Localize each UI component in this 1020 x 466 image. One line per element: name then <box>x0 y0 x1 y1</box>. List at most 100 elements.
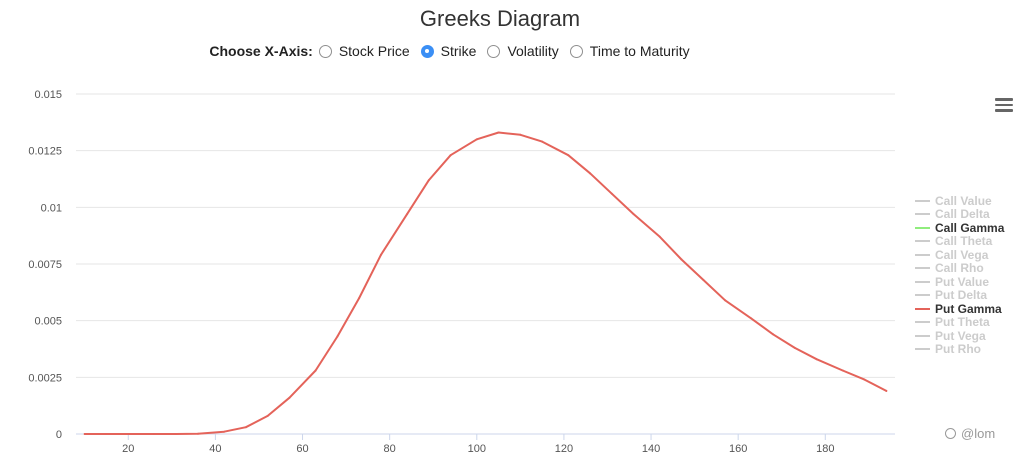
legend-label-call-delta: Call Delta <box>935 207 990 222</box>
data-point-put-gamma[interactable] <box>863 378 866 381</box>
data-point-put-gamma[interactable] <box>127 433 130 435</box>
legend-item-call-delta[interactable]: Call Delta <box>915 207 1004 222</box>
data-point-put-gamma[interactable] <box>772 333 775 336</box>
legend-label-put-rho: Put Rho <box>935 342 981 357</box>
radio-option-time-to-maturity[interactable]: Time to Maturity <box>569 43 690 59</box>
data-point-put-gamma[interactable] <box>841 369 844 372</box>
y-tick-label: 0.01 <box>41 202 62 214</box>
legend-label-put-theta: Put Theta <box>935 315 990 330</box>
data-point-put-gamma[interactable] <box>153 433 156 435</box>
legend-item-call-value[interactable]: Call Value <box>915 194 1004 208</box>
radio-button-strike[interactable] <box>420 44 434 58</box>
legend-item-put-delta[interactable]: Put Delta <box>915 288 1004 303</box>
legend-swatch-call-delta <box>915 213 930 216</box>
legend-swatch-call-rho <box>915 267 930 270</box>
data-point-put-gamma[interactable] <box>475 138 478 141</box>
y-tick-label: 0.0075 <box>28 259 62 271</box>
radio-button-time-to-maturity[interactable] <box>569 44 583 58</box>
x-tick-label: 180 <box>816 443 834 455</box>
watermark-text: @lom <box>961 426 996 441</box>
series-line-put-gamma[interactable] <box>83 131 888 435</box>
legend-label-put-value: Put Value <box>935 274 990 289</box>
data-point-put-gamma[interactable] <box>519 133 522 136</box>
x-axis-chooser-label: Choose X-Axis: <box>209 43 313 59</box>
data-point-put-gamma[interactable] <box>223 430 226 433</box>
legend-item-call-vega[interactable]: Call Vega <box>915 248 1004 262</box>
data-point-put-gamma[interactable] <box>793 346 796 349</box>
data-point-put-gamma[interactable] <box>336 335 339 338</box>
legend-item-put-gamma[interactable]: Put Gamma <box>915 302 1004 316</box>
data-point-put-gamma[interactable] <box>541 140 544 143</box>
legend-item-put-theta[interactable]: Put Theta <box>915 315 1004 330</box>
legend-swatch-call-theta <box>915 240 930 243</box>
legend-label-call-value: Call Value <box>935 193 992 208</box>
chart-legend: Call Value Call Delta Call Gamma Call Theta… <box>915 194 1004 356</box>
grid-lines <box>76 93 895 435</box>
legend-label-call-rho: Call Rho <box>935 261 984 276</box>
data-point-put-gamma[interactable] <box>83 433 86 435</box>
series-lines <box>83 131 888 435</box>
x-tick-label: 140 <box>642 443 660 455</box>
data-point-put-gamma[interactable] <box>358 297 361 299</box>
radio-label-volatility: Volatility <box>507 43 559 59</box>
legend-item-put-rho[interactable]: Put Rho <box>915 342 1004 357</box>
data-point-put-gamma[interactable] <box>589 172 592 175</box>
data-point-put-gamma[interactable] <box>610 192 613 195</box>
data-point-put-gamma[interactable] <box>724 299 727 302</box>
legend-swatch-put-value <box>915 280 930 283</box>
data-point-put-gamma[interactable] <box>885 389 888 392</box>
data-point-put-gamma[interactable] <box>406 213 409 216</box>
radio-button-volatility[interactable] <box>487 44 501 58</box>
legend-swatch-put-gamma <box>915 307 930 310</box>
legend-item-call-rho[interactable]: Call Rho <box>915 261 1004 276</box>
data-point-put-gamma[interactable] <box>815 358 818 361</box>
data-point-put-gamma[interactable] <box>632 213 635 216</box>
data-point-put-gamma[interactable] <box>497 131 500 134</box>
legend-item-call-theta[interactable]: Call Theta <box>915 234 1004 249</box>
data-point-put-gamma[interactable] <box>244 426 247 429</box>
data-point-put-gamma[interactable] <box>750 317 753 320</box>
legend-label-put-delta: Put Delta <box>935 288 988 303</box>
data-point-put-gamma[interactable] <box>658 235 661 238</box>
y-tick-label: 0.015 <box>34 89 62 101</box>
data-point-put-gamma[interactable] <box>449 154 452 157</box>
data-point-put-gamma[interactable] <box>702 278 705 281</box>
legend-swatch-call-vega <box>915 253 930 256</box>
legend-swatch-put-delta <box>915 294 930 297</box>
legend-item-call-gamma[interactable]: Call Gamma <box>915 221 1004 235</box>
data-point-put-gamma[interactable] <box>567 154 570 157</box>
radio-label-stock-price: Stock Price <box>338 43 410 59</box>
y-tick-label: 0.0025 <box>28 372 62 384</box>
y-tick-label: 0 <box>56 429 62 441</box>
watermark: @lom <box>945 426 995 441</box>
data-point-put-gamma[interactable] <box>680 258 683 261</box>
hamburger-menu-icon[interactable] <box>995 98 1013 112</box>
legend-label-call-vega: Call Vega <box>935 247 989 262</box>
radio-button-stock-price[interactable] <box>318 44 332 58</box>
data-point-put-gamma[interactable] <box>288 396 291 399</box>
legend-label-put-vega: Put Vega <box>935 328 986 343</box>
legend-item-put-vega[interactable]: Put Vega <box>915 329 1004 343</box>
data-point-put-gamma[interactable] <box>105 433 108 435</box>
watermark-logo-icon <box>945 428 956 439</box>
data-point-put-gamma[interactable] <box>379 253 382 256</box>
chart-title: Greeks Diagram <box>419 6 581 31</box>
radio-option-volatility[interactable]: Volatility <box>487 43 559 59</box>
x-tick-label: 100 <box>468 443 486 455</box>
radio-option-strike[interactable]: Strike <box>420 43 477 59</box>
data-point-put-gamma[interactable] <box>196 432 199 435</box>
data-point-put-gamma[interactable] <box>427 179 430 182</box>
data-point-put-gamma[interactable] <box>314 369 317 372</box>
radio-label-strike: Strike <box>440 43 477 59</box>
legend-label-put-gamma: Put Gamma <box>935 301 1002 316</box>
x-tick-label: 20 <box>122 443 134 455</box>
legend-label-call-theta: Call Theta <box>935 234 993 249</box>
radio-option-stock-price[interactable]: Stock Price <box>318 43 410 59</box>
data-point-put-gamma[interactable] <box>175 433 178 435</box>
y-tick-label: 0.005 <box>34 316 62 328</box>
x-tick-label: 40 <box>209 443 221 455</box>
legend-item-put-value[interactable]: Put Value <box>915 275 1004 289</box>
legend-swatch-put-theta <box>915 321 930 324</box>
data-point-put-gamma[interactable] <box>266 414 269 417</box>
